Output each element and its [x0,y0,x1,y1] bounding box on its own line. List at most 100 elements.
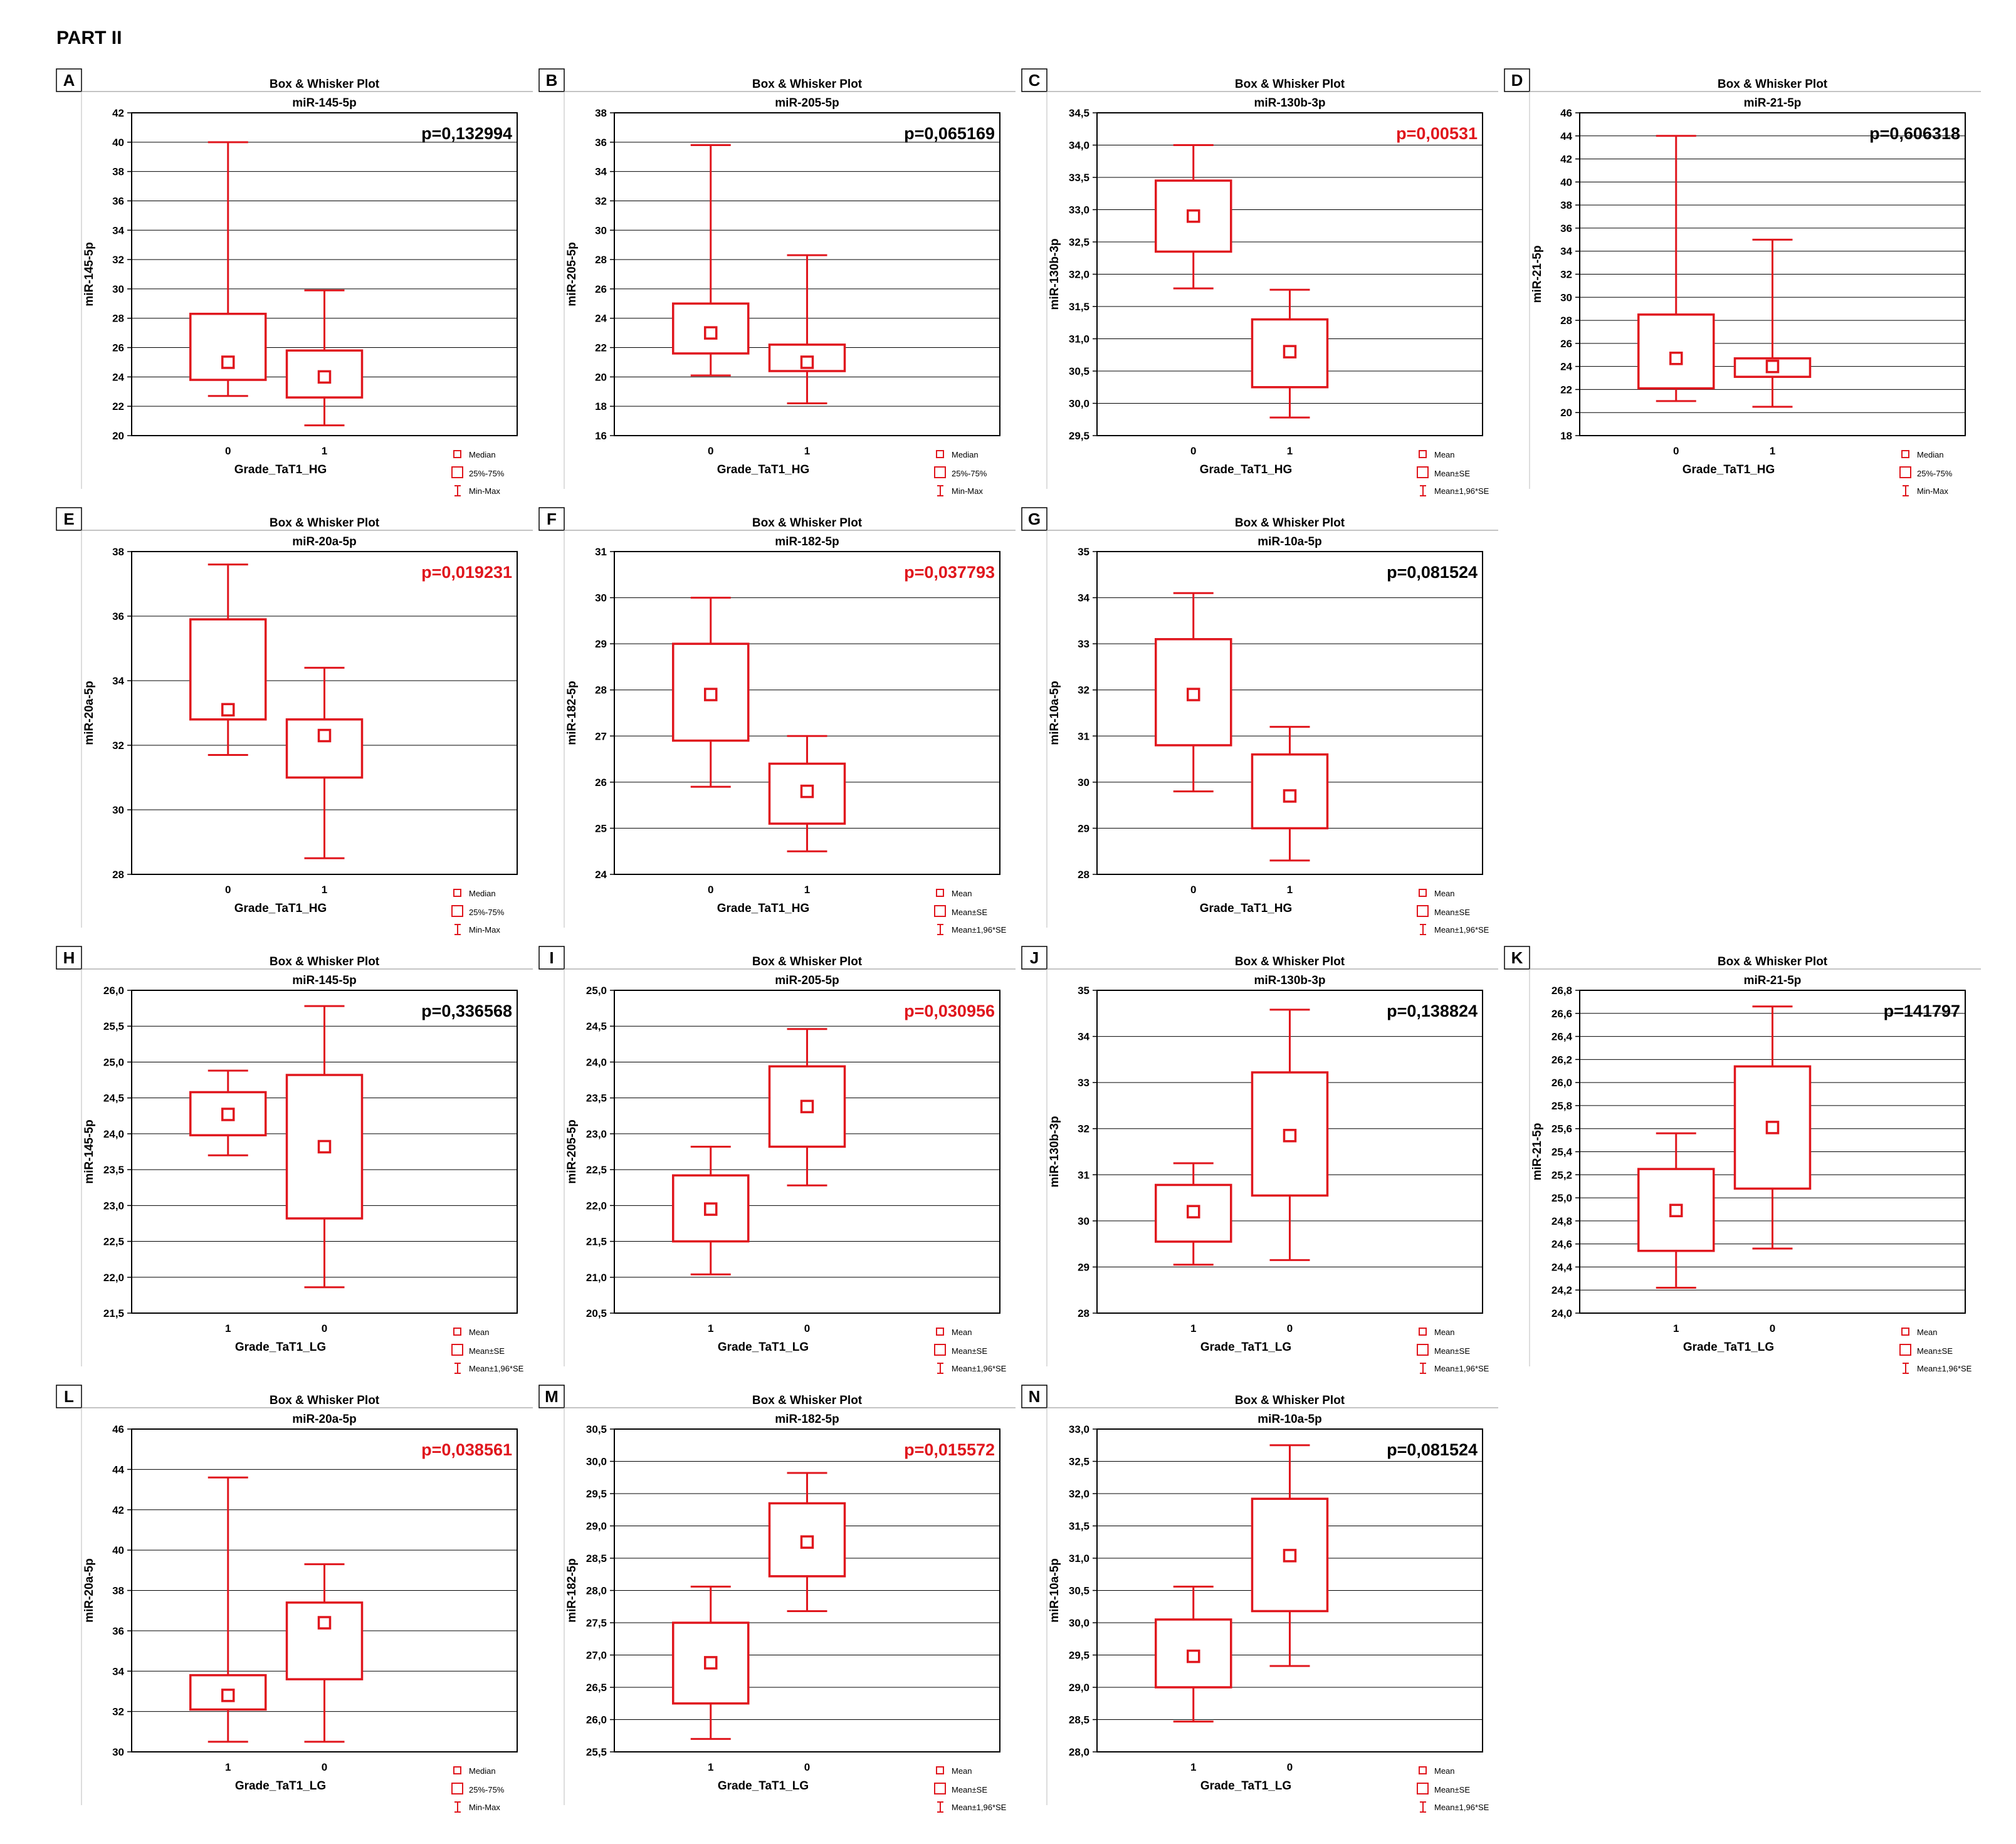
box [285,349,364,399]
box-group-1 [189,1476,267,1743]
chart-subtitle: miR-20a-5p [292,1413,356,1426]
y-tick-label: 34,0 [1069,140,1089,152]
panel-label: J [1030,948,1039,967]
box-group-0 [189,141,267,397]
chart-title: Box & Whisker Plot [270,516,380,530]
panel-label-box [56,946,82,970]
legend-label: Median [469,450,496,459]
y-tick-label: 32 [1078,684,1089,696]
chart-panel-K: K Box & Whisker Plot miR-21-5p 24,0 24,2 24,4… [1504,946,1987,1379]
panel-label: D [1511,71,1523,90]
plot-frame [1096,551,1483,875]
y-tick-label: 34 [112,675,124,687]
y-tick-label: 30,5 [586,1423,607,1435]
x-tick-label: 1 [322,884,327,896]
y-tick-label: 28,5 [1069,1714,1089,1726]
y-tick-label: 29,0 [1069,1682,1089,1694]
y-tick-label: 30 [112,283,124,295]
center-marker [317,728,332,743]
chart-svg: B Box & Whisker Plot miR-205-5p 16 18 20 22 24 2… [538,68,1016,496]
y-tick-label: 28 [112,313,124,325]
panel-label: K [1511,948,1523,967]
y-tick-label: 25,5 [103,1020,124,1032]
chart-title: Box & Whisker Plot [752,1394,863,1407]
x-tick-label: 1 [708,1761,713,1773]
center-marker [1187,1205,1200,1218]
legend-box-icon [451,1344,463,1356]
y-tick-label: 30 [112,1746,124,1758]
y-tick-label: 36 [112,195,124,207]
panel-label-box [1504,946,1530,970]
x-tick-label: 1 [1287,445,1293,457]
y-tick-label: 33,5 [1069,172,1089,184]
center-marker [317,1616,332,1630]
chart-panel-A: A Box & Whisker Plot miR-145-5p 20 22 24 26 28 3… [56,68,539,501]
plot-frame [1096,990,1483,1314]
legend-label: Mean±SE [469,1346,505,1356]
legend: Mean Mean±SE Mean±1,96*SE [1417,889,1489,935]
y-tick-label: 31,0 [1069,333,1089,345]
chart-subtitle: miR-10a-5p [1257,1413,1321,1426]
x-axis-label: Grade_TaT1_HG [1683,463,1775,476]
y-tick-label: 32 [112,1706,124,1718]
plot-frame [131,112,518,436]
center-marker [1283,789,1297,803]
chart-svg: K Box & Whisker Plot miR-21-5p 24,0 24,2 24,4… [1504,946,1981,1374]
y-tick-label: 20 [1560,407,1572,419]
y-tick-label: 32,0 [1069,269,1089,281]
y-tick-label: 31 [595,546,607,558]
y-tick-label: 30 [595,224,607,236]
y-tick-label: 31,0 [1069,1553,1089,1564]
plot-frame [131,1428,518,1752]
center-marker [1283,345,1297,359]
chart-subtitle: miR-21-5p [1744,97,1802,110]
chart-title: Box & Whisker Plot [1235,1394,1345,1407]
legend-label: Median [1917,450,1944,459]
x-tick-label: 1 [1287,884,1293,896]
y-tick-label: 32 [112,740,124,752]
box-group-1 [285,289,364,427]
box-group-1 [1155,1585,1232,1723]
chart-title: Box & Whisker Plot [270,78,380,91]
x-tick-label: 1 [1770,445,1775,457]
p-value: p=0,081524 [1387,1440,1478,1459]
y-tick-label: 25,2 [1551,1169,1572,1181]
y-tick-label: 29,0 [586,1521,607,1532]
x-axis-label: Grade_TaT1_HG [1200,463,1292,476]
box-group-1 [768,735,846,852]
panel-label: C [1029,71,1041,90]
chart-svg: I Box & Whisker Plot miR-205-5p 20,5 21,0 21,… [538,946,1016,1374]
y-tick-label: 26 [595,777,607,788]
y-tick-label: 25 [595,822,607,834]
y-tick-label: 44 [112,1464,124,1475]
y-tick-label: 26,8 [1551,985,1572,997]
chart-subtitle: miR-205-5p [775,97,839,110]
p-value: p=0,030956 [904,1002,995,1020]
y-tick-label: 25,4 [1551,1146,1573,1158]
y-tick-label: 29,5 [586,1488,607,1500]
x-tick-label: 0 [1190,884,1196,896]
x-axis-label: Grade_TaT1_HG [717,463,809,476]
legend-label: Mean [1434,889,1455,898]
legend-center-icon [1901,1328,1909,1336]
center-marker [800,355,814,369]
legend-box-icon [451,1783,463,1794]
box-group-1 [1637,1132,1715,1289]
chart-subtitle: miR-145-5p [292,97,356,110]
chart-title: Box & Whisker Plot [270,955,380,968]
y-axis-label: miR-20a-5p [83,1558,96,1622]
chart-svg: F Box & Whisker Plot miR-182-5p 24 25 26 27 28 2… [538,507,1016,935]
y-tick-label: 30,5 [1069,1585,1089,1597]
legend-center-icon [936,450,944,458]
legend-box-icon [451,905,463,917]
p-value: p=0,336568 [421,1002,512,1020]
x-tick-label: 1 [1673,1323,1679,1334]
chart-svg: A Box & Whisker Plot miR-145-5p 20 22 24 26 28 3… [56,68,533,496]
legend-label: Mean±SE [952,1346,987,1356]
legend-box-icon [934,466,946,478]
y-tick-label: 27,5 [586,1617,607,1629]
y-tick-label: 22 [595,342,607,354]
y-axis-label: miR-10a-5p [1048,681,1061,745]
legend-label: Mean±1,96*SE [1434,1364,1489,1373]
legend-center-icon [1419,889,1427,897]
